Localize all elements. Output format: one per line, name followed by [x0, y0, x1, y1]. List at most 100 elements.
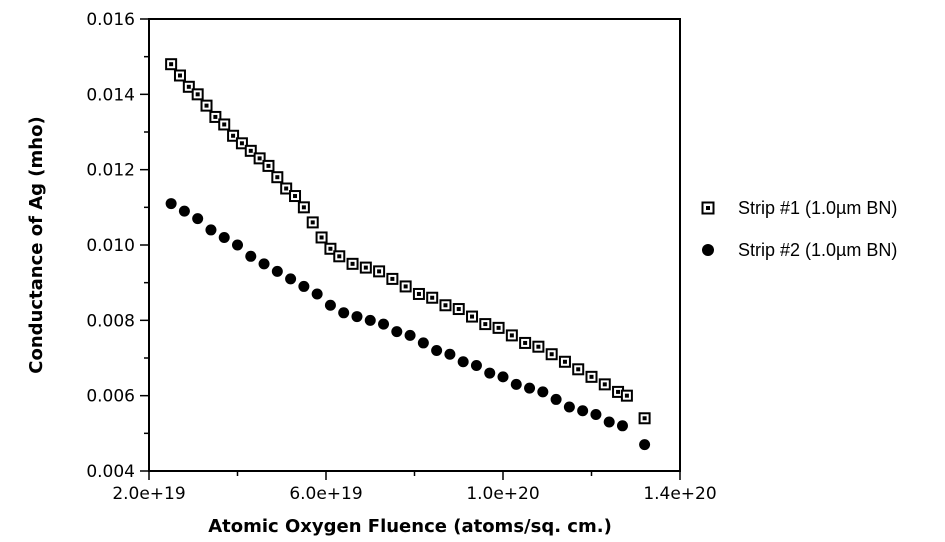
- data-point: [537, 386, 549, 398]
- data-point: [532, 340, 545, 353]
- data-point: [639, 439, 651, 451]
- data-point: [182, 80, 195, 93]
- data-point: [492, 321, 505, 334]
- data-point: [262, 159, 275, 172]
- data-point: [285, 273, 297, 285]
- data-point: [620, 389, 633, 402]
- data-point: [351, 311, 363, 323]
- y-tick-label: 0.014: [86, 85, 135, 105]
- data-point: [346, 257, 359, 270]
- data-point: [253, 152, 266, 165]
- legend-marker: [702, 244, 714, 256]
- data-point: [289, 190, 302, 203]
- data-point: [439, 299, 452, 312]
- data-point: [191, 88, 204, 101]
- data-point: [200, 99, 213, 112]
- data-point: [297, 201, 310, 214]
- legend-item-1: Strip #1 (1.0µm BN): [701, 198, 897, 218]
- data-point: [470, 360, 482, 372]
- data-point: [603, 416, 615, 428]
- data-point: [505, 329, 518, 342]
- data-point: [324, 242, 337, 255]
- data-point: [590, 409, 602, 420]
- data-point: [209, 110, 222, 123]
- data-point: [232, 239, 243, 251]
- data-point: [306, 216, 319, 229]
- y-axis-title: Conductance of Ag (mho): [26, 116, 47, 373]
- data-point: [545, 348, 558, 361]
- x-tick-label: 1.4e+20: [643, 484, 716, 504]
- plot-border: [148, 18, 681, 472]
- data-point: [426, 291, 439, 304]
- y-axis-ticks: 0.004 0.006 0.008 0.010 0.012 0.014 0.016: [86, 10, 149, 482]
- legend-marker: [701, 201, 715, 215]
- data-point: [431, 344, 443, 356]
- data-point: [404, 329, 416, 341]
- series-2: [165, 198, 651, 451]
- data-point: [218, 118, 231, 131]
- data-point: [271, 265, 283, 277]
- data-point: [280, 182, 293, 195]
- data-point: [378, 318, 390, 330]
- data-point: [324, 299, 336, 311]
- data-point: [192, 213, 204, 225]
- data-point: [550, 393, 562, 405]
- data-point: [173, 69, 186, 82]
- data-point: [466, 310, 479, 323]
- data-point: [524, 382, 536, 394]
- x-axis-ticks: 2.0e+19 6.0e+19 1.0e+20 1.4e+20: [112, 471, 717, 504]
- data-point: [457, 356, 469, 368]
- x-tick-label: 2.0e+19: [112, 484, 185, 504]
- legend: Strip #1 (1.0µm BN) Strip #2 (1.0µm BN): [701, 198, 897, 260]
- data-point: [519, 336, 532, 349]
- legend-item-2: Strip #2 (1.0µm BN): [702, 240, 897, 260]
- legend-label: Strip #2 (1.0µm BN): [738, 240, 897, 260]
- data-point: [444, 348, 456, 360]
- series-1: [165, 58, 651, 425]
- y-tick-label: 0.012: [86, 161, 135, 181]
- y-tick-label: 0.010: [86, 236, 135, 256]
- data-point: [315, 231, 328, 244]
- plot-frame: [148, 18, 681, 472]
- data-point: [638, 412, 651, 425]
- data-point: [218, 231, 230, 243]
- data-point: [563, 401, 575, 413]
- y-tick-label: 0.008: [86, 311, 135, 331]
- data-point: [271, 171, 284, 184]
- data-point: [479, 318, 492, 331]
- y-tick-label: 0.006: [86, 387, 135, 407]
- data-point: [165, 58, 178, 71]
- data-point: [484, 367, 496, 379]
- data-point: [373, 265, 386, 278]
- x-tick-label: 6.0e+19: [289, 484, 362, 504]
- data-point: [399, 280, 412, 293]
- data-point: [311, 288, 323, 300]
- y-tick-label: 0.016: [86, 10, 135, 30]
- data-point: [577, 405, 589, 417]
- x-axis-title: Atomic Oxygen Fluence (atoms/sq. cm.): [208, 516, 612, 537]
- x-tick-label: 1.0e+20: [466, 484, 539, 504]
- data-point: [245, 250, 257, 262]
- data-point: [258, 258, 270, 270]
- data-point: [386, 272, 399, 285]
- data-point: [178, 205, 190, 217]
- data-point: [572, 363, 585, 376]
- data-point: [338, 307, 350, 319]
- legend-label: Strip #1 (1.0µm BN): [738, 198, 897, 218]
- data-point: [235, 137, 248, 150]
- data-point: [558, 355, 571, 368]
- data-point: [452, 303, 465, 316]
- data-point: [165, 198, 177, 210]
- data-point: [585, 370, 598, 383]
- data-point: [364, 314, 376, 326]
- y-tick-label: 0.004: [86, 462, 135, 482]
- data-point: [333, 250, 346, 263]
- data-point: [417, 337, 429, 349]
- data-point: [359, 261, 372, 274]
- data-point: [205, 224, 217, 236]
- data-point: [391, 326, 403, 338]
- data-point: [497, 371, 509, 383]
- series-points: [165, 58, 651, 451]
- data-point: [510, 378, 522, 390]
- data-point: [298, 280, 310, 292]
